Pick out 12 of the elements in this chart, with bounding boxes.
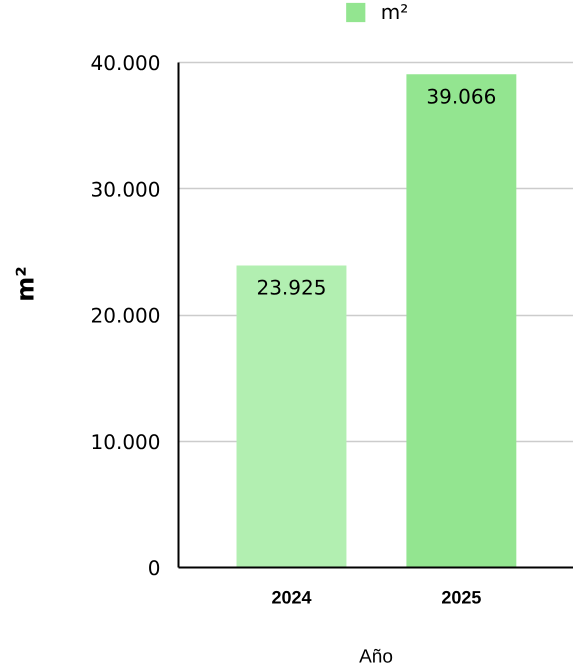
data-label: 39.066	[426, 84, 496, 108]
y-tick-label: 20.000	[90, 304, 161, 328]
y-tick-label: 30.000	[90, 177, 161, 202]
y-axis-title: m²	[12, 266, 40, 302]
x-axis-title: Año	[359, 646, 393, 666]
x-tick-label: 2024	[271, 588, 312, 608]
x-tick-label: 2025	[441, 588, 482, 608]
data-label: 23.925	[256, 275, 326, 300]
legend-label: m²	[380, 0, 408, 24]
y-tick-label: 10.000	[90, 430, 161, 454]
y-tick-label: 40.000	[90, 51, 161, 75]
y-tick-label: 0	[148, 556, 161, 580]
